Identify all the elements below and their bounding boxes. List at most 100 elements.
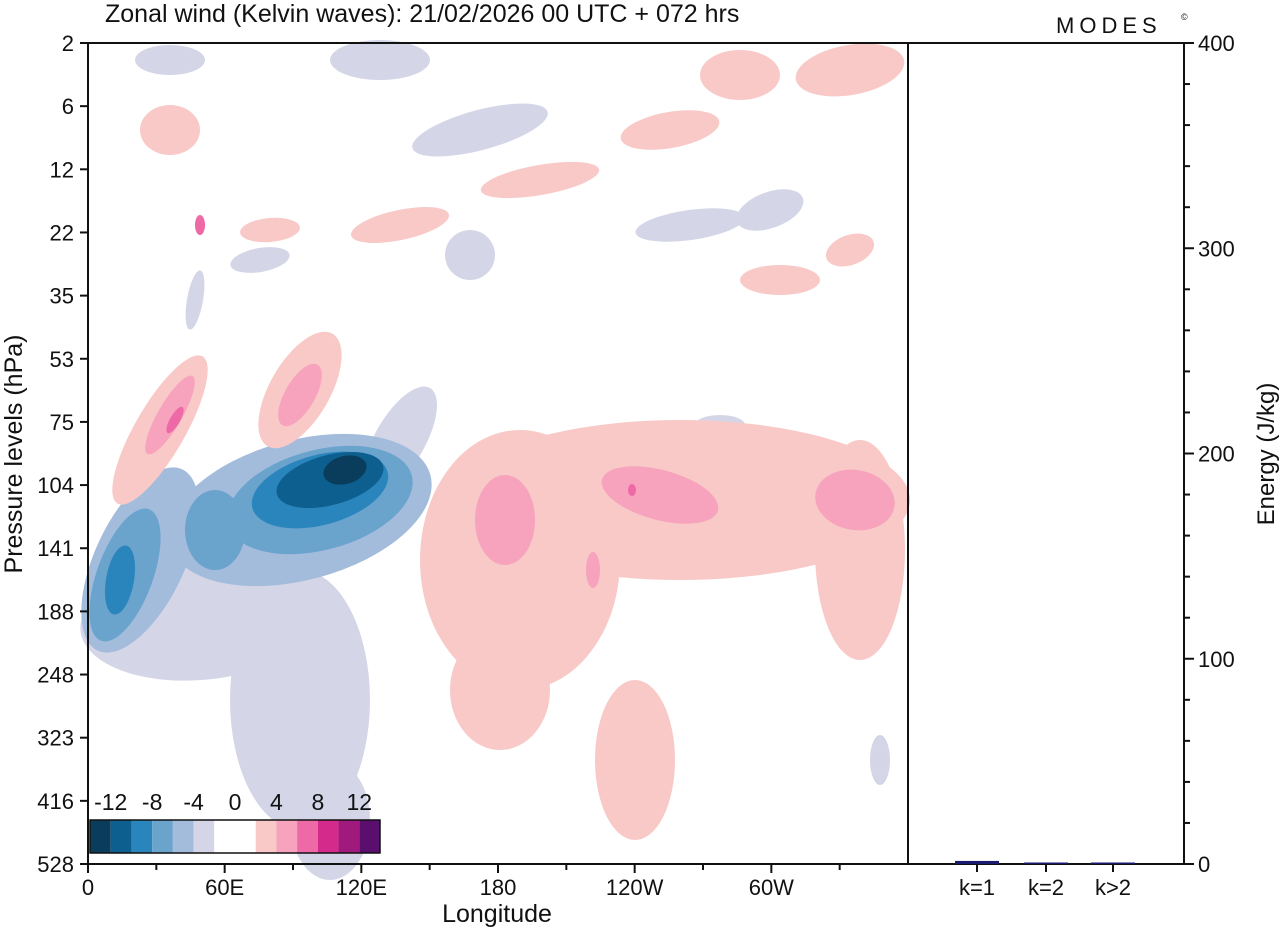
kelvin-wave-positive xyxy=(166,406,184,434)
energy-frame xyxy=(907,42,1185,865)
negative-anomaly xyxy=(230,247,290,273)
x-tick-label: 120W xyxy=(606,875,664,900)
x-tick-label: 0 xyxy=(82,875,94,900)
x-tick-label: 60W xyxy=(749,875,794,900)
kelvin-wave-positive xyxy=(145,375,195,455)
colorbar-cell xyxy=(193,820,215,853)
y-tick-label: 416 xyxy=(37,789,74,814)
colorbar-cell xyxy=(152,820,173,853)
colorbar-cell xyxy=(90,820,111,853)
y-tick-label: 6 xyxy=(62,94,74,119)
energy-tick-label: 200 xyxy=(1198,442,1235,467)
energy-bar xyxy=(955,860,999,864)
x-tick-label: 120E xyxy=(336,875,387,900)
colorbar-cell xyxy=(214,820,235,853)
y-axis-label: Pressure levels (hPa) xyxy=(0,335,28,574)
kelvin-wave-positive xyxy=(586,552,600,588)
kelvin-wave-positive xyxy=(628,484,636,496)
kelvin-wave-positive xyxy=(195,215,205,235)
negative-anomaly xyxy=(330,40,430,80)
energy-tick-label: 0 xyxy=(1198,852,1210,877)
y-tick-label: 35 xyxy=(50,284,74,309)
negative-anomaly xyxy=(736,189,804,231)
energy-category-label: k=1 xyxy=(959,875,995,900)
colorbar-cell xyxy=(276,820,298,853)
positive-anomaly xyxy=(825,233,875,267)
negative-anomaly xyxy=(135,45,205,75)
colorbar-cell xyxy=(172,820,194,853)
y-tick-label: 323 xyxy=(37,726,74,751)
positive-anomaly xyxy=(350,207,450,243)
positive-anomaly xyxy=(740,265,820,295)
negative-anomaly xyxy=(185,270,205,330)
x-tick-label: 60E xyxy=(205,875,244,900)
colorbar-label: 4 xyxy=(270,789,283,815)
y-tick-label: 188 xyxy=(37,599,74,624)
positive-anomaly xyxy=(700,50,780,100)
positive-anomaly xyxy=(450,630,550,750)
colorbar-cell xyxy=(110,820,132,853)
colorbar-cell xyxy=(338,820,360,853)
positive-anomaly xyxy=(595,680,675,840)
energy-axis: 0 100 200 300 400 xyxy=(1184,31,1235,877)
positive-anomaly xyxy=(620,110,720,150)
negative-anomaly xyxy=(445,230,495,280)
energy-category-label: k>2 xyxy=(1095,875,1131,900)
kelvin-wave-positive xyxy=(475,475,535,565)
colorbar-label: 8 xyxy=(311,789,324,815)
colorbar-cell xyxy=(359,820,380,853)
energy-bars: k=1 k=2 k>2 xyxy=(955,860,1135,900)
y-tick-label: 22 xyxy=(50,220,74,245)
colorbar-cell xyxy=(131,820,153,853)
energy-tick-label: 300 xyxy=(1198,236,1235,261)
colorbar: -12 -8 -4 0 4 8 12 xyxy=(89,789,381,854)
y-tick-label: 53 xyxy=(50,347,74,372)
y-tick-label: 12 xyxy=(50,157,74,182)
colorbar-label: -8 xyxy=(142,789,162,815)
positive-anomaly xyxy=(240,217,300,243)
chart-title: Zonal wind (Kelvin waves): 21/02/2026 00… xyxy=(105,0,739,28)
energy-axis-label: Energy (J/kg) xyxy=(1253,383,1280,526)
positive-anomaly xyxy=(795,43,905,97)
energy-tick-label: 100 xyxy=(1198,647,1235,672)
pressure-axis: 2 6 12 22 35 53 75 104 141 188 248 323 416 528 xyxy=(37,31,88,877)
colorbar-frame xyxy=(89,819,381,854)
kelvin-wave-positive xyxy=(278,363,322,427)
colorbar-label: 0 xyxy=(229,789,242,815)
colorbar-cell xyxy=(297,820,318,853)
x-tick-label: 180 xyxy=(480,875,517,900)
brand-logo: MODES © xyxy=(1056,12,1188,38)
energy-bar xyxy=(1091,862,1135,864)
energy-tick-label: 400 xyxy=(1198,31,1235,56)
brand-mark: © xyxy=(1181,12,1188,22)
negative-anomaly xyxy=(412,103,548,157)
positive-anomaly xyxy=(140,105,200,155)
negative-anomaly xyxy=(870,735,890,785)
longitude-axis: 0 60E 120E 180 120W 60W xyxy=(82,864,841,900)
y-tick-label: 141 xyxy=(37,536,74,561)
kelvin-wave-positive xyxy=(601,466,719,524)
y-tick-label: 528 xyxy=(37,852,74,877)
kelvin-wave-core xyxy=(104,545,136,615)
y-tick-label: 2 xyxy=(62,31,74,56)
y-tick-label: 75 xyxy=(50,410,74,435)
kelvin-wave-positive xyxy=(815,469,895,531)
wind-field xyxy=(80,40,910,880)
energy-bar xyxy=(1024,862,1068,864)
energy-category-label: k=2 xyxy=(1028,875,1064,900)
y-tick-label: 248 xyxy=(37,663,74,688)
colorbar-label: -12 xyxy=(94,789,127,815)
colorbar-cell xyxy=(235,820,256,853)
colorbar-label: 12 xyxy=(346,789,372,815)
energy-bar-chart: k=1 k=2 k>2 0 100 200 300 400 xyxy=(907,31,1235,900)
kelvin-wave-core xyxy=(323,455,367,485)
y-tick-label: 104 xyxy=(37,473,74,498)
colorbar-cell xyxy=(317,820,339,853)
colorbar-cell xyxy=(255,820,277,853)
wind-heatmap xyxy=(80,40,910,880)
brand-text: MODES xyxy=(1056,13,1162,38)
colorbar-label: -4 xyxy=(183,789,204,815)
x-axis-label: Longitude xyxy=(442,900,552,928)
negative-anomaly xyxy=(635,208,745,242)
positive-anomaly xyxy=(480,161,600,199)
